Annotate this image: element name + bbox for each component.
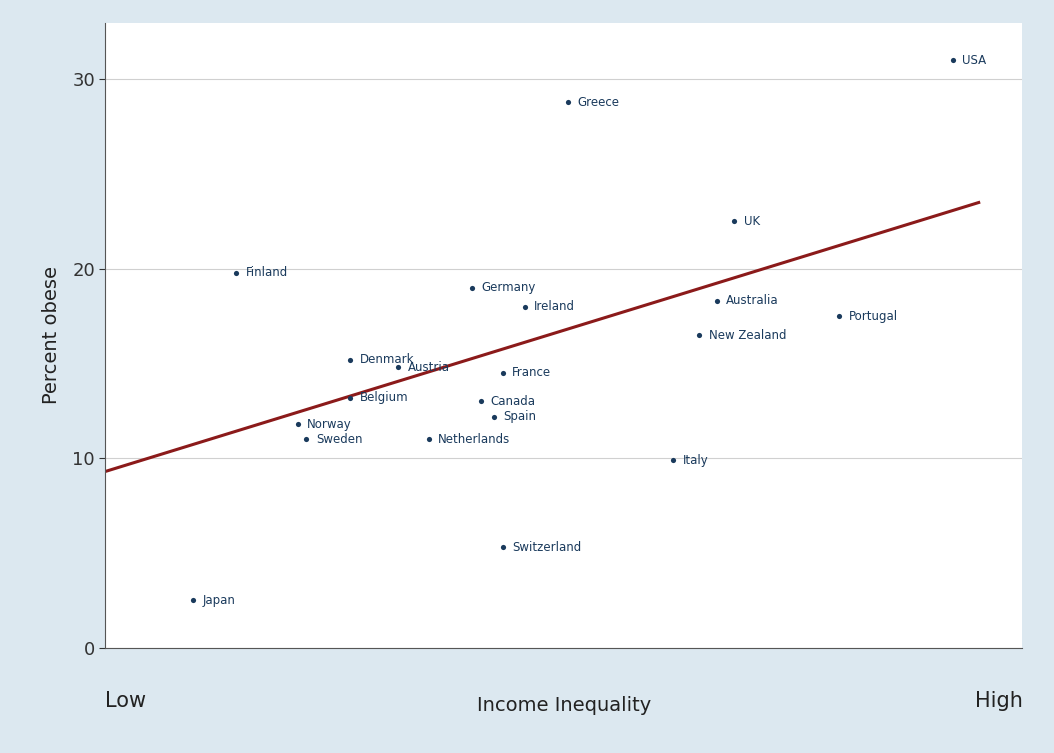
Text: New Zealand: New Zealand bbox=[709, 328, 786, 342]
Point bbox=[560, 96, 577, 108]
Point bbox=[516, 300, 533, 312]
Text: Switzerland: Switzerland bbox=[512, 541, 582, 553]
Text: Sweden: Sweden bbox=[316, 433, 363, 446]
Point bbox=[690, 329, 707, 341]
Point bbox=[486, 410, 503, 422]
Text: Belgium: Belgium bbox=[359, 391, 408, 404]
Point bbox=[708, 295, 725, 307]
Point bbox=[944, 54, 961, 66]
Point bbox=[289, 418, 306, 430]
Text: France: France bbox=[512, 367, 551, 380]
Point bbox=[665, 454, 682, 466]
Point bbox=[464, 282, 481, 294]
Text: Greece: Greece bbox=[578, 96, 620, 108]
Text: UK: UK bbox=[744, 215, 760, 228]
X-axis label: Income Inequality: Income Inequality bbox=[476, 697, 651, 715]
Point bbox=[726, 215, 743, 227]
Point bbox=[341, 354, 358, 366]
Text: Ireland: Ireland bbox=[534, 300, 575, 313]
Text: Canada: Canada bbox=[490, 395, 535, 408]
Point bbox=[341, 392, 358, 404]
Point bbox=[494, 367, 511, 379]
Point bbox=[184, 594, 201, 606]
Point bbox=[390, 361, 407, 373]
Text: Denmark: Denmark bbox=[359, 353, 414, 366]
Point bbox=[831, 310, 847, 322]
Text: Finland: Finland bbox=[246, 266, 288, 279]
Text: Austria: Austria bbox=[408, 361, 450, 373]
Text: Norway: Norway bbox=[307, 418, 352, 431]
Text: Germany: Germany bbox=[482, 281, 536, 294]
Text: Italy: Italy bbox=[683, 453, 708, 467]
Text: High: High bbox=[975, 691, 1022, 712]
Point bbox=[494, 541, 511, 553]
Text: USA: USA bbox=[962, 54, 987, 67]
Text: Spain: Spain bbox=[504, 410, 536, 423]
Text: Portugal: Portugal bbox=[848, 309, 898, 322]
Text: Australia: Australia bbox=[726, 294, 779, 307]
Y-axis label: Percent obese: Percent obese bbox=[42, 266, 61, 404]
Point bbox=[472, 395, 489, 407]
Text: Low: Low bbox=[105, 691, 147, 712]
Point bbox=[421, 433, 437, 445]
Text: Netherlands: Netherlands bbox=[438, 433, 510, 446]
Point bbox=[298, 433, 315, 445]
Text: Japan: Japan bbox=[202, 593, 235, 607]
Point bbox=[228, 267, 245, 279]
